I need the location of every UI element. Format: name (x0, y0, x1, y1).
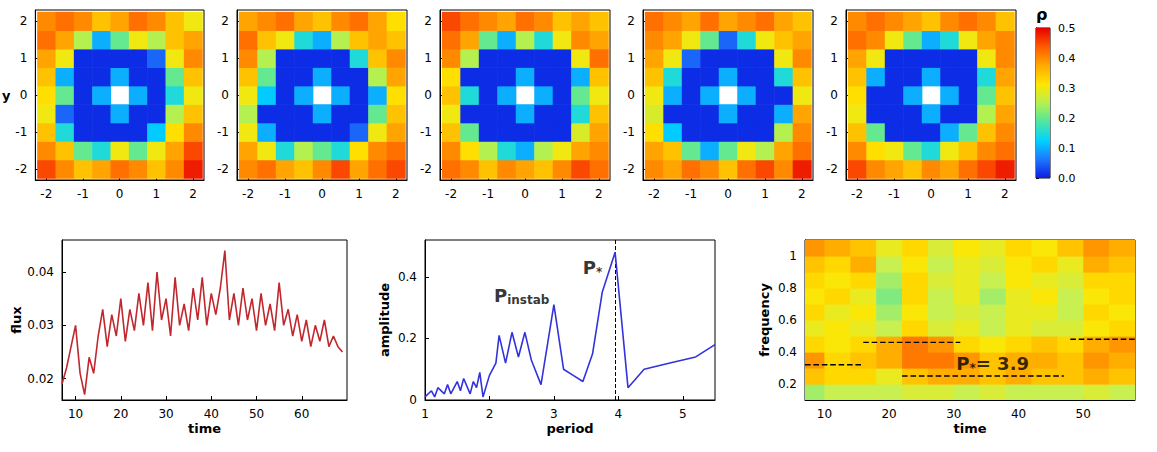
svg-text:0.1: 0.1 (1058, 142, 1076, 155)
svg-text:0.4: 0.4 (778, 345, 797, 359)
svg-text:0: 0 (627, 88, 635, 102)
svg-text:0: 0 (318, 187, 326, 201)
svg-text:5: 5 (679, 407, 687, 421)
svg-text:-1: -1 (482, 187, 494, 201)
svg-text:0: 0 (424, 88, 432, 102)
svg-text:1: 1 (153, 187, 161, 201)
svg-text:2: 2 (486, 407, 494, 421)
svg-text:-2: -2 (648, 187, 660, 201)
svg-text:-1: -1 (15, 125, 27, 139)
svg-text:2: 2 (221, 14, 229, 28)
svg-text:1: 1 (558, 187, 566, 201)
svg-text:2: 2 (189, 187, 197, 201)
svg-text:0: 0 (20, 88, 28, 102)
svg-text:4: 4 (615, 407, 623, 421)
svg-text:1: 1 (355, 187, 363, 201)
svg-text:0.2: 0.2 (1058, 112, 1076, 125)
svg-text:1: 1 (421, 407, 429, 421)
svg-text:y: y (2, 88, 11, 103)
svg-text:P: P (583, 257, 596, 278)
svg-text:40: 40 (1011, 407, 1026, 421)
svg-text:60: 60 (294, 407, 309, 421)
svg-text:1: 1 (221, 51, 229, 65)
svg-text:-2: -2 (217, 162, 229, 176)
svg-text:40: 40 (204, 407, 219, 421)
svg-text:2: 2 (1001, 187, 1009, 201)
svg-text:amplitude: amplitude (377, 283, 392, 357)
svg-text:-1: -1 (77, 187, 89, 201)
svg-text:30: 30 (946, 407, 961, 421)
svg-text:flux: flux (9, 306, 24, 334)
svg-text:2: 2 (424, 14, 432, 28)
svg-text:-2: -2 (623, 162, 635, 176)
svg-text:0.5: 0.5 (1058, 22, 1076, 35)
svg-text:2: 2 (595, 187, 603, 201)
svg-text:0.4: 0.4 (398, 270, 417, 284)
svg-text:0: 0 (830, 88, 838, 102)
svg-text:1: 1 (789, 249, 797, 263)
svg-text:0.6: 0.6 (778, 313, 797, 327)
svg-text:0.2: 0.2 (778, 377, 797, 391)
svg-text:-2: -2 (420, 162, 432, 176)
svg-text:2: 2 (798, 187, 806, 201)
svg-text:*: * (596, 265, 603, 279)
svg-text:2: 2 (830, 14, 838, 28)
svg-text:time: time (953, 421, 986, 436)
svg-text:0: 0 (927, 187, 935, 201)
svg-text:-1: -1 (279, 187, 291, 201)
svg-text:30: 30 (158, 407, 173, 421)
svg-text:period: period (546, 421, 593, 436)
svg-text:0: 0 (521, 187, 529, 201)
svg-text:1: 1 (627, 51, 635, 65)
svg-text:= 3.9: = 3.9 (976, 353, 1029, 374)
svg-text:-1: -1 (826, 125, 838, 139)
svg-text:10: 10 (68, 407, 83, 421)
svg-text:0.04: 0.04 (27, 265, 54, 279)
svg-text:3: 3 (550, 407, 558, 421)
svg-text:P: P (956, 353, 969, 374)
svg-text:0: 0 (724, 187, 732, 201)
svg-text:1: 1 (830, 51, 838, 65)
svg-text:0.03: 0.03 (27, 318, 54, 332)
svg-text:-2: -2 (242, 187, 254, 201)
svg-text:-1: -1 (623, 125, 635, 139)
svg-text:0.02: 0.02 (27, 372, 54, 386)
svg-text:-2: -2 (40, 187, 52, 201)
svg-text:-2: -2 (15, 162, 27, 176)
svg-text:instab: instab (507, 293, 550, 307)
svg-text:0.4: 0.4 (1058, 52, 1076, 65)
svg-text:-2: -2 (851, 187, 863, 201)
svg-text:2: 2 (20, 14, 28, 28)
svg-text:-1: -1 (420, 125, 432, 139)
svg-text:0: 0 (409, 393, 417, 407)
svg-text:2: 2 (392, 187, 400, 201)
svg-text:1: 1 (20, 51, 28, 65)
svg-text:0.0: 0.0 (1058, 172, 1076, 185)
svg-text:0.8: 0.8 (778, 281, 797, 295)
svg-text:20: 20 (881, 407, 896, 421)
svg-text:0.3: 0.3 (1058, 82, 1076, 95)
svg-text:1: 1 (424, 51, 432, 65)
svg-text:frequency: frequency (757, 283, 772, 357)
svg-text:-2: -2 (445, 187, 457, 201)
svg-text:P: P (494, 285, 507, 306)
svg-text:ρ: ρ (1036, 5, 1047, 24)
svg-text:50: 50 (249, 407, 264, 421)
svg-text:0: 0 (116, 187, 124, 201)
svg-text:0.2: 0.2 (398, 331, 417, 345)
svg-text:time: time (188, 421, 221, 436)
svg-text:-1: -1 (685, 187, 697, 201)
svg-text:1: 1 (761, 187, 769, 201)
svg-text:10: 10 (817, 407, 832, 421)
svg-text:-1: -1 (217, 125, 229, 139)
svg-text:20: 20 (113, 407, 128, 421)
svg-text:2: 2 (627, 14, 635, 28)
svg-text:0: 0 (221, 88, 229, 102)
svg-text:-1: -1 (888, 187, 900, 201)
svg-text:50: 50 (1076, 407, 1091, 421)
svg-text:1: 1 (964, 187, 972, 201)
svg-text:-2: -2 (826, 162, 838, 176)
